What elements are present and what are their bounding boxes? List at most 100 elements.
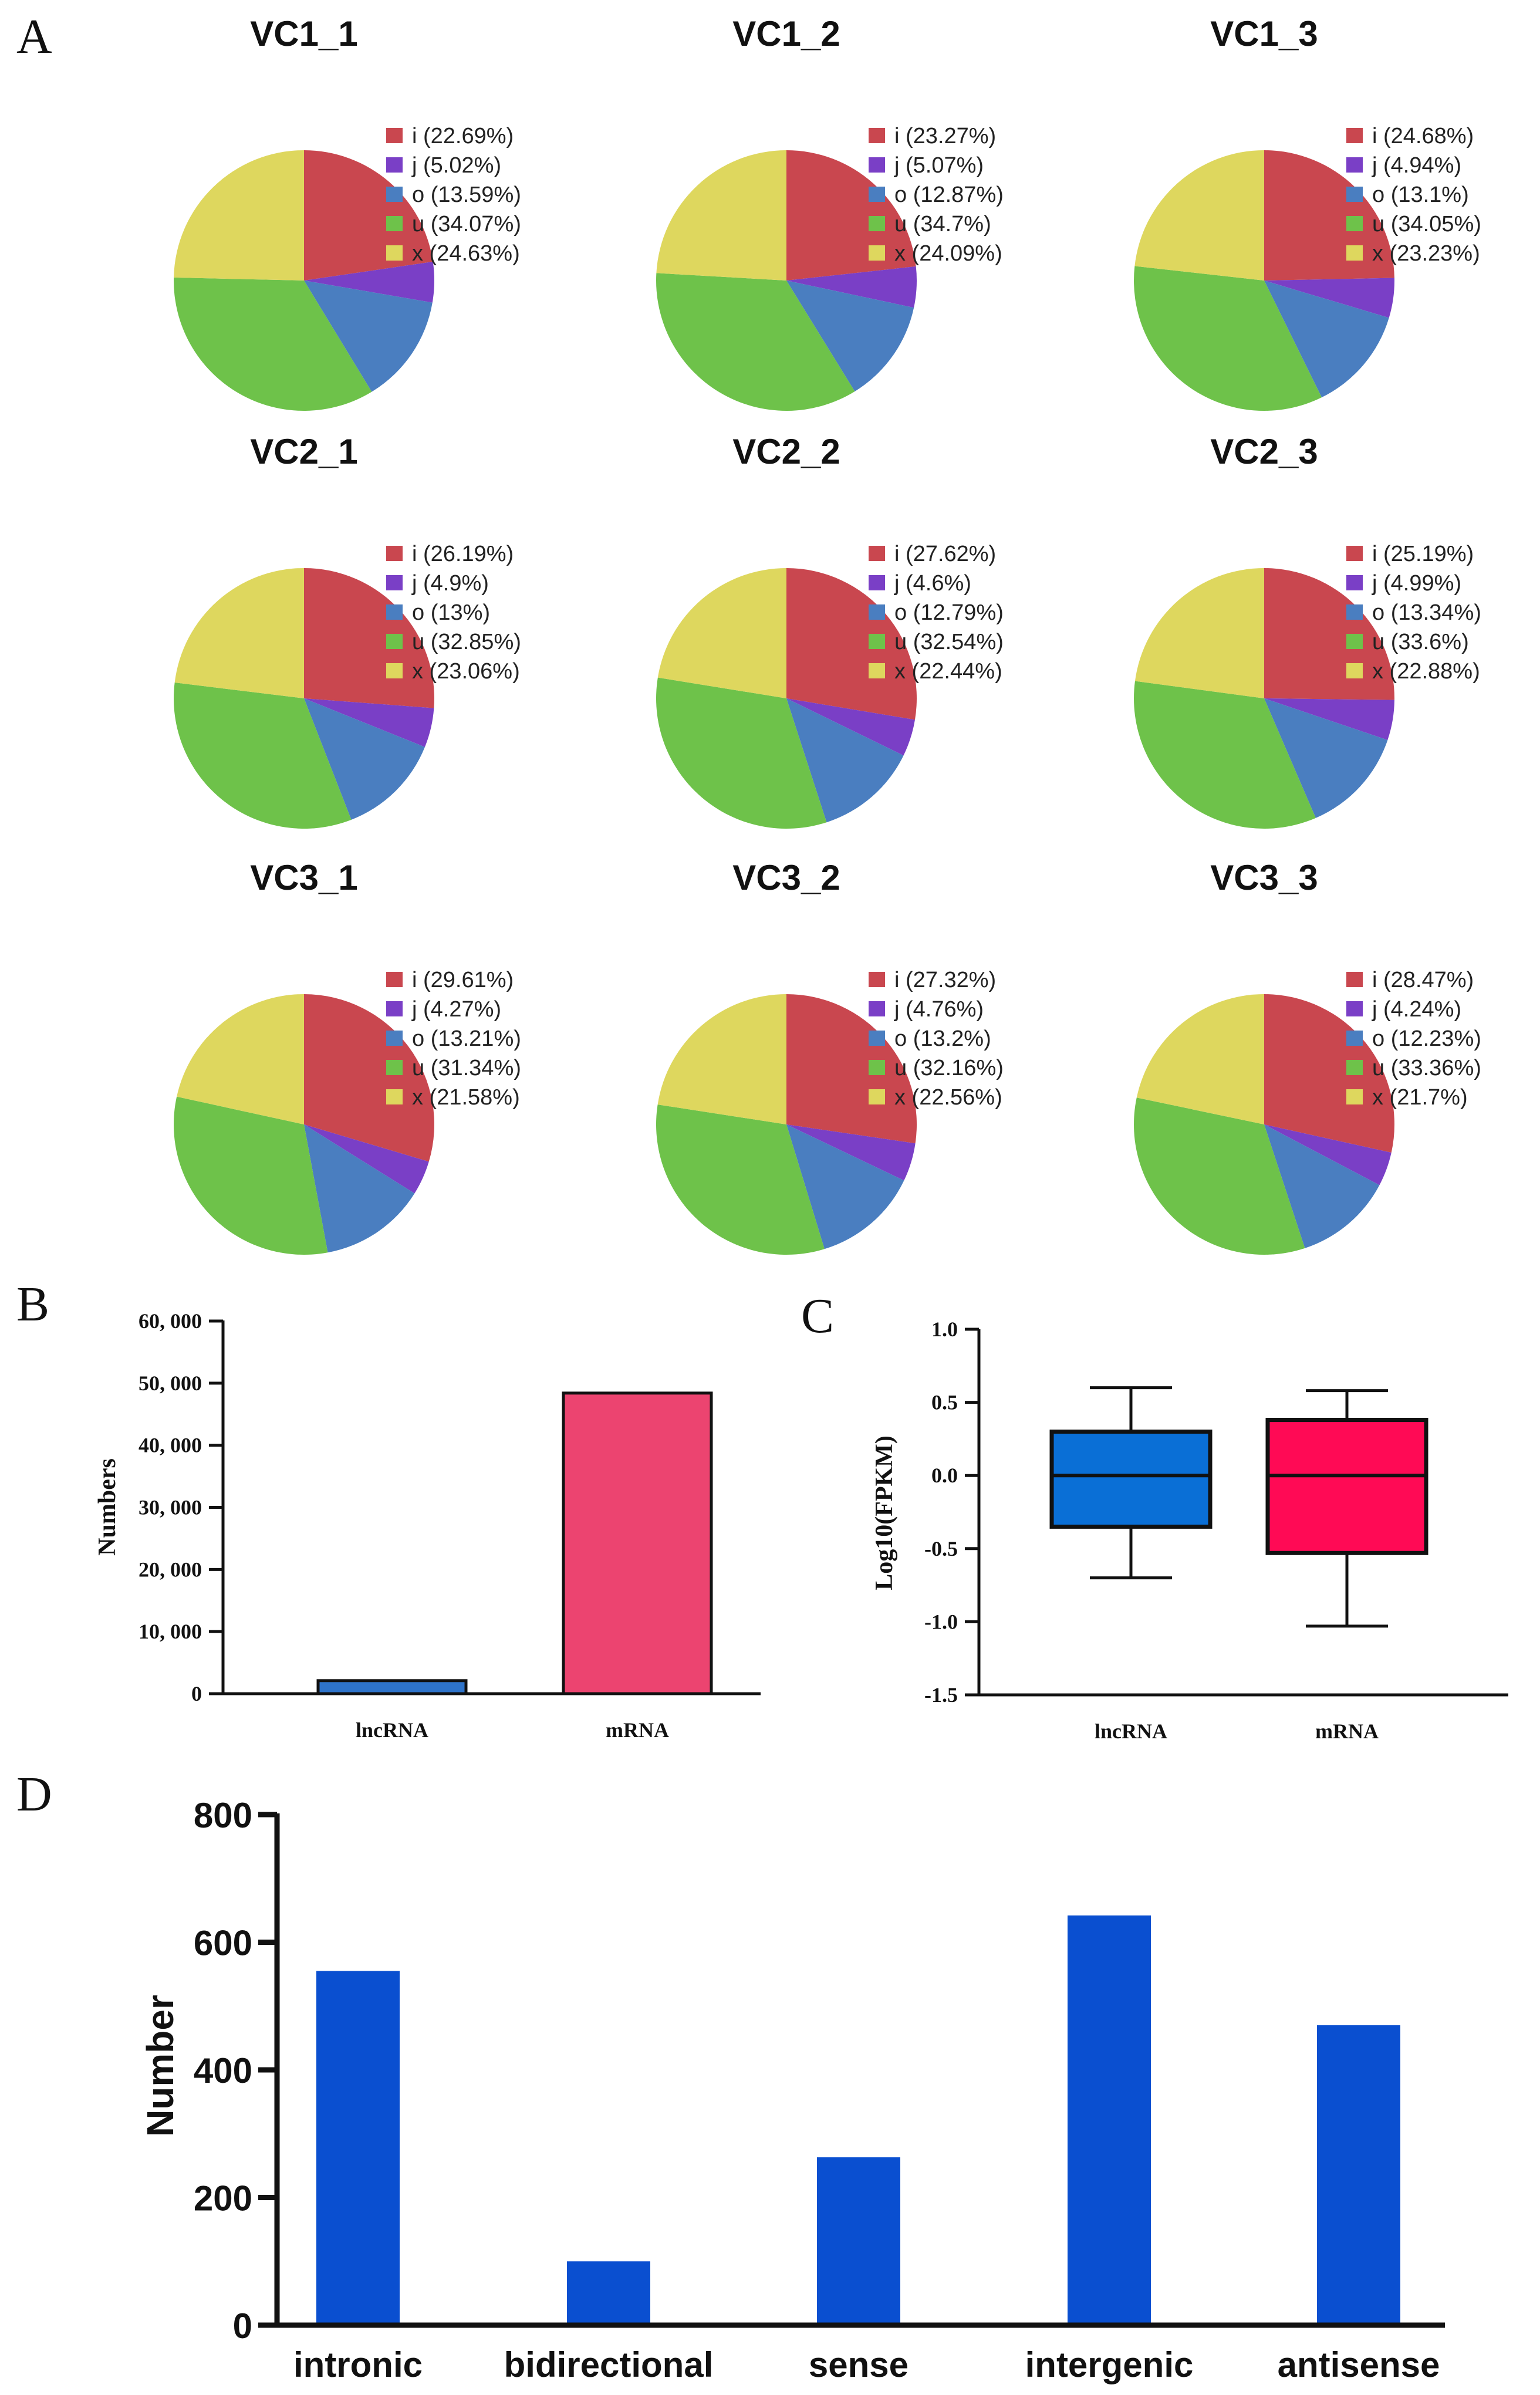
pie-slice-u [1133, 266, 1322, 411]
legend-label-o: o (13%) [412, 600, 490, 625]
d-x-label-intronic: intronic [293, 2345, 423, 2384]
pie-vc3_2: VC3_2i (27.32%) j (4.76%) o (13.2%) u (32.1… [656, 858, 1004, 1255]
pie-slice-o [1264, 698, 1388, 818]
legend-swatch-o [869, 187, 885, 202]
c-box-body [1049, 1429, 1213, 1529]
d-y-tick-label: 800 [194, 1796, 252, 1835]
d-y-tick-label: 200 [194, 2179, 252, 2218]
c-box-body [1265, 1418, 1428, 1555]
pie-title: VC3_2 [732, 858, 840, 897]
legend-swatch-u [386, 216, 403, 231]
panel-letter-b: B [16, 1277, 49, 1332]
legend-swatch-o [869, 1031, 885, 1046]
pie-vc3_1: VC3_1i (29.61%) j (4.27%) o (13.21%) u (31.… [173, 858, 521, 1255]
b-x-label-mrna: mRNA [606, 1718, 669, 1742]
legend-swatch-o [1346, 187, 1363, 202]
legend-label-j: j (4.99%) [1372, 571, 1461, 596]
c-x-label-mrna: mRNA [1315, 1720, 1379, 1743]
d-x-tick-labels: intronic bidirectional sense intergenic anti… [293, 2345, 1440, 2384]
pie-slice-x [656, 150, 786, 281]
legend-label-o: o (12.79%) [894, 600, 1004, 625]
pie-slice-u [656, 1104, 825, 1255]
legend-label-j: j (4.27%) [411, 997, 501, 1022]
legend-label-o: o (13.1%) [1372, 183, 1469, 207]
legend-swatch-u [869, 1060, 885, 1075]
box-plot-c: -1.5 -1.0 -0.5 0.0 0.5 1.0 lncRNA mRNA Log10(F… [871, 1318, 1508, 1743]
legend-label-o: o (12.87%) [894, 183, 1004, 207]
panel-letter-c: C [801, 1289, 834, 1343]
pie-vc1_2: VC1_2i (23.27%) j (5.07%) o (12.87%) u (34.… [656, 14, 1004, 411]
legend-label-u: u (34.07%) [412, 212, 521, 237]
d-y-tick-label: 0 [233, 2306, 252, 2346]
b-bar-mrna [562, 1391, 713, 1695]
legend-label-i: i (23.27%) [894, 124, 996, 148]
legend-swatch-j [869, 157, 885, 173]
pie-slice-j [1264, 698, 1394, 740]
d-bars [316, 1915, 1400, 2325]
legend-swatch-x [386, 1089, 403, 1104]
legend-swatch-i [1346, 546, 1363, 561]
pie-slice-o [1264, 1124, 1380, 1248]
legend-label-j: j (4.76%) [894, 997, 984, 1022]
legend-swatch-u [1346, 1060, 1363, 1075]
pie-title: VC2_2 [732, 432, 840, 471]
pie-slice-o [1264, 281, 1389, 398]
legend-swatch-o [869, 604, 885, 620]
legend-label-u: u (34.05%) [1372, 212, 1481, 237]
legend-label-i: i (25.19%) [1372, 542, 1474, 566]
pie-slice-x [1136, 994, 1264, 1124]
legend-label-x: x (23.23%) [1372, 241, 1480, 266]
legend-label-o: o (13.59%) [412, 183, 521, 207]
pie-slice-j [1264, 278, 1395, 318]
legend-label-x: x (21.58%) [412, 1085, 520, 1110]
c-y-tick-label: 1.0 [931, 1318, 958, 1341]
legend-swatch-x [869, 245, 885, 261]
legend-label-j: j (5.02%) [411, 153, 501, 178]
legend-label-j: j (4.6%) [894, 571, 971, 596]
pie-slice-x [174, 568, 304, 698]
pie-slice-u [1134, 681, 1316, 829]
legend-label-u: u (32.54%) [894, 630, 1004, 654]
legend-swatch-x [386, 245, 403, 261]
legend-swatch-u [869, 634, 885, 649]
pie-title: VC1_2 [732, 14, 840, 53]
bar-chart-d: 0 200 400 600 800 intronic bidirectional sense… [139, 1796, 1445, 2384]
b-y-tick-label: 20, 000 [139, 1558, 202, 1581]
pie-slice-x [1134, 150, 1264, 281]
pie-slice-o [304, 698, 425, 820]
c-y-axis-ticks: -1.5 -1.0 -0.5 0.0 0.5 1.0 [924, 1318, 979, 1707]
legend-label-x: x (22.56%) [894, 1085, 1002, 1110]
legend-swatch-j [386, 157, 403, 173]
d-y-axis-ticks: 0 200 400 600 800 [194, 1796, 277, 2346]
legend-label-i: i (26.19%) [412, 542, 514, 566]
pie-slice-i [786, 994, 917, 1144]
pie-slice-u [1134, 1097, 1305, 1255]
legend-swatch-j [869, 575, 885, 590]
legend-swatch-u [386, 634, 403, 649]
b-y-tick-label: 60, 000 [139, 1309, 202, 1333]
c-y-tick-label: 0.5 [931, 1391, 958, 1414]
b-y-axis-label: Numbers [94, 1458, 121, 1556]
d-x-label-antisense: antisense [1278, 2345, 1440, 2384]
legend-swatch-x [1346, 1089, 1363, 1104]
b-x-label-lncrna: lncRNA [356, 1718, 428, 1742]
legend-label-j: j (5.07%) [894, 153, 984, 178]
pie-vc1_3: VC1_3i (24.68%) j (4.94%) o (13.1%) u (34.0… [1133, 14, 1481, 411]
pie-slice-i [304, 994, 434, 1162]
legend-label-u: u (32.16%) [894, 1056, 1004, 1080]
pie-slice-x [657, 568, 786, 698]
legend-swatch-x [869, 1089, 885, 1104]
legend-label-u: u (33.36%) [1372, 1056, 1481, 1080]
pie-title: VC1_1 [250, 14, 357, 53]
b-y-tick-label: 30, 000 [139, 1496, 202, 1519]
pie-slice-x [1134, 568, 1264, 698]
legend-swatch-x [386, 663, 403, 678]
legend-label-i: i (27.62%) [894, 542, 996, 566]
d-bar-intronic [316, 1971, 400, 2325]
c-y-tick-label: -1.0 [924, 1610, 958, 1633]
legend-label-u: u (33.6%) [1372, 630, 1469, 654]
pie-slice-o [786, 281, 914, 391]
c-x-tick-labels: lncRNA mRNA [1095, 1720, 1379, 1743]
legend-label-x: x (24.63%) [412, 241, 520, 266]
